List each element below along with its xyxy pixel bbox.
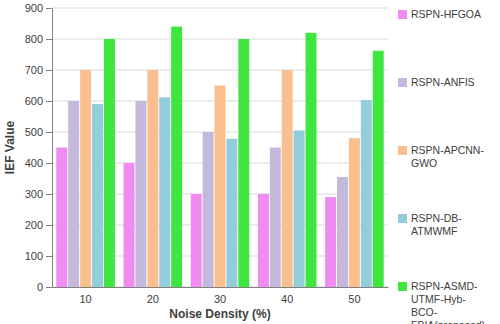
- y-tick: 800: [25, 33, 52, 45]
- x-tick: 30: [214, 287, 226, 305]
- y-axis: 0 100 200 300 400 500 600 700 800 900: [25, 2, 53, 293]
- bar: [325, 197, 336, 287]
- y-tick-mark: [46, 225, 52, 226]
- bar: [282, 70, 293, 287]
- y-tick-label: 100: [25, 250, 43, 262]
- bar: [226, 139, 237, 287]
- grid-line: [52, 8, 388, 9]
- y-tick: 900: [25, 2, 52, 14]
- legend-label: RSPN-ANFIS: [411, 76, 475, 88]
- x-tick-label: 30: [214, 293, 226, 305]
- grid-line: [52, 70, 388, 71]
- x-tick-label: 40: [281, 293, 293, 305]
- x-axis: 10 20 30 40 50: [53, 287, 389, 305]
- x-tick-label: 10: [79, 293, 91, 305]
- y-tick-label: 500: [25, 126, 43, 138]
- grid-line: [52, 39, 388, 40]
- bar: [191, 194, 202, 287]
- x-axis-title: Noise Density (%): [169, 307, 270, 321]
- x-axis-line: [53, 287, 389, 288]
- y-tick-mark: [46, 70, 52, 71]
- y-tick-label: 200: [25, 219, 43, 231]
- bar: [171, 27, 182, 287]
- y-tick: 100: [25, 250, 52, 262]
- legend-swatch: [398, 214, 407, 223]
- y-tick: 200: [25, 219, 52, 231]
- bar: [135, 101, 146, 287]
- x-tick-label: 50: [348, 293, 360, 305]
- bar: [68, 101, 79, 287]
- x-tick-label: 20: [147, 293, 159, 305]
- chart: 0 100 200 300 400 500 600 700 800 900 10 20 30 40 50 No…: [0, 0, 500, 324]
- bar: [203, 132, 214, 287]
- legend-label: RSPN-ASMD-UTMF-Hyb-BCO-FBIA(proposed): [411, 280, 485, 324]
- bar: [147, 70, 158, 287]
- y-tick-label: 600: [25, 95, 43, 107]
- x-tick: 40: [281, 287, 293, 305]
- y-tick: 300: [25, 188, 52, 200]
- bar: [306, 33, 317, 287]
- bar: [159, 97, 170, 287]
- bar: [337, 177, 348, 287]
- bar: [349, 138, 360, 287]
- x-tick: 50: [348, 287, 360, 305]
- bar: [270, 148, 281, 288]
- legend-label: RSPN-DB-ATMWMF: [411, 212, 462, 237]
- y-tick-label: 900: [25, 2, 43, 14]
- y-tick-mark: [46, 163, 52, 164]
- legend-swatch: [398, 282, 407, 291]
- y-tick-mark: [46, 194, 52, 195]
- legend-label: RSPN-APCNN-GWO: [411, 144, 484, 169]
- y-tick-mark: [46, 39, 52, 40]
- bar: [258, 194, 269, 287]
- y-axis-line: [52, 9, 53, 288]
- legend-swatch: [398, 10, 407, 19]
- bar: [104, 39, 115, 287]
- y-tick-mark: [46, 132, 52, 133]
- bar: [80, 70, 91, 287]
- y-tick: 600: [25, 95, 52, 107]
- legend-swatch: [398, 146, 407, 155]
- x-tick: 10: [79, 287, 91, 305]
- legend-label: RSPN-HFGOA: [411, 8, 481, 20]
- legend-swatch: [398, 78, 407, 87]
- y-tick-mark: [46, 101, 52, 102]
- y-tick-mark: [46, 8, 52, 9]
- y-tick: 500: [25, 126, 52, 138]
- y-axis-title: IEF Value: [3, 120, 17, 174]
- bar: [124, 163, 135, 287]
- y-tick-label: 400: [25, 157, 43, 169]
- grid: [52, 8, 388, 287]
- bar: [92, 104, 103, 287]
- bar: [215, 86, 226, 288]
- plot: 0 100 200 300 400 500 600 700 800 900 10 20 30 40 50: [25, 2, 389, 305]
- x-tick: 20: [147, 287, 159, 305]
- y-tick-mark: [46, 287, 52, 288]
- bar: [56, 148, 67, 288]
- y-tick-mark: [46, 256, 52, 257]
- y-tick: 700: [25, 64, 52, 76]
- y-tick: 0: [37, 281, 52, 293]
- y-tick: 400: [25, 157, 52, 169]
- bar: [294, 130, 305, 287]
- y-tick-label: 300: [25, 188, 43, 200]
- bars: [56, 27, 383, 287]
- y-tick-label: 700: [25, 64, 43, 76]
- bar: [373, 51, 384, 287]
- bar: [238, 39, 249, 287]
- y-tick-label: 800: [25, 33, 43, 45]
- bar: [361, 100, 372, 287]
- legend: RSPN-HFGOA RSPN-ANFIS RSPN-APCNN-GWO RSPN-D…: [398, 8, 485, 324]
- y-tick-label: 0: [37, 281, 43, 293]
